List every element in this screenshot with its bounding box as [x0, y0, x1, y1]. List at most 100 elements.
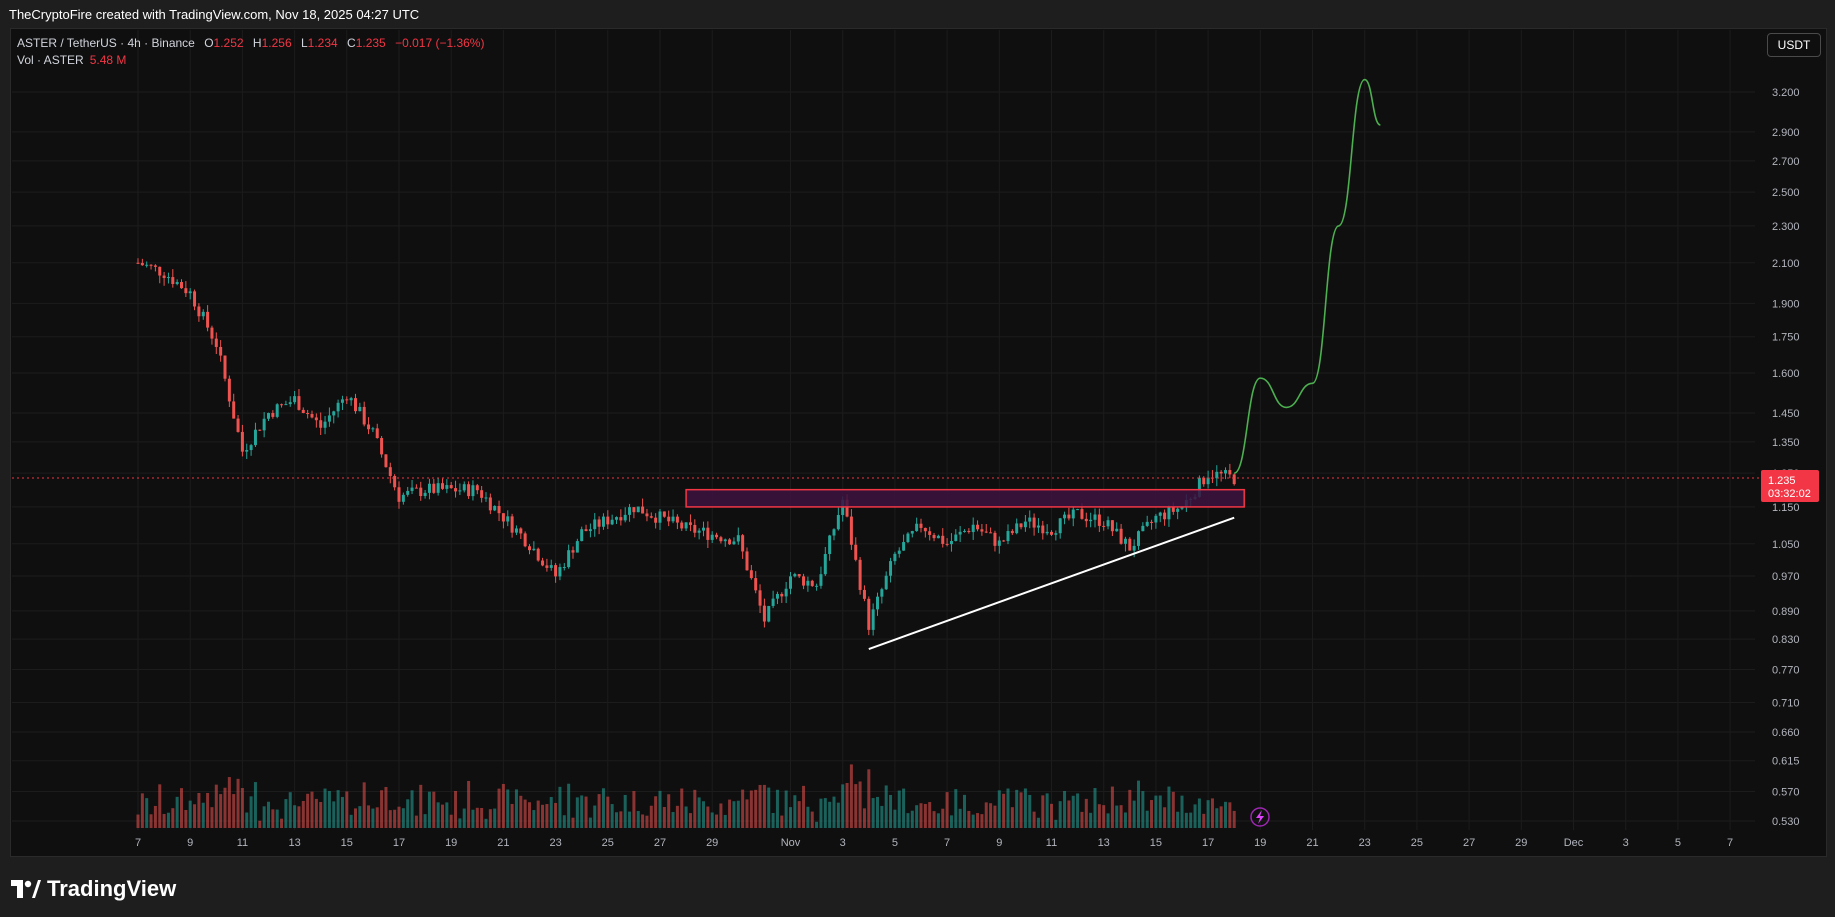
candle-body	[784, 588, 788, 597]
volume-bar	[493, 808, 497, 828]
volume-bar	[1097, 804, 1101, 828]
volume-bar	[1119, 805, 1123, 828]
candle-body	[227, 378, 231, 402]
candle-body	[1015, 523, 1019, 534]
x-tick-label: 15	[341, 837, 353, 849]
candle-body	[458, 490, 462, 492]
tradingview-logo[interactable]: TradingView	[11, 876, 176, 902]
high-value: 1.256	[261, 36, 292, 50]
volume-bar	[1176, 811, 1180, 828]
volume-bar	[1093, 788, 1097, 828]
alert-icon[interactable]	[1250, 807, 1270, 827]
candle-body	[1071, 509, 1075, 519]
volume-bar	[910, 810, 914, 828]
volume-bar	[1224, 801, 1227, 828]
volume-bar	[1106, 813, 1110, 828]
candle-body	[414, 487, 418, 489]
volume-bar	[388, 810, 392, 828]
candle-body	[510, 516, 514, 533]
candle-body	[549, 565, 553, 568]
candle-body	[684, 522, 688, 529]
volume-bar	[1232, 810, 1236, 828]
candle-body	[162, 275, 166, 278]
candle-body	[380, 438, 384, 455]
volume-label[interactable]: Vol · ASTER	[17, 53, 84, 67]
volume-bar	[1084, 798, 1088, 828]
candle-body	[288, 402, 292, 405]
price-tag-countdown: 03:32:02	[1768, 488, 1811, 500]
x-tick-label: 7	[135, 837, 141, 849]
candle-body	[1084, 518, 1088, 522]
candle-body	[388, 467, 392, 476]
volume-bar	[149, 814, 153, 828]
candle-body	[601, 516, 605, 527]
chart-frame[interactable]	[10, 28, 1827, 857]
volume-bar	[327, 791, 331, 828]
y-tick-label: 0.970	[1772, 571, 1800, 583]
resistance-zone[interactable]	[685, 488, 1245, 508]
candle-body	[1206, 477, 1210, 485]
candle-body	[893, 553, 897, 562]
volume-bar	[436, 802, 440, 828]
volume-bar	[1089, 812, 1093, 828]
candle-body	[541, 560, 545, 566]
volume-bar	[249, 796, 253, 828]
candle-body	[932, 534, 936, 539]
projection-curve[interactable]	[1233, 78, 1381, 474]
candle-body	[980, 529, 984, 532]
volume-bar	[741, 789, 745, 828]
candle-body	[253, 429, 257, 446]
volume-bar	[1158, 795, 1162, 828]
volume-bar	[1102, 805, 1106, 828]
volume-bar	[427, 791, 431, 828]
candle-body	[501, 513, 505, 522]
support-trendline[interactable]	[868, 516, 1235, 650]
volume-bar	[510, 803, 514, 828]
volume-bar	[1132, 800, 1136, 828]
y-tick-label: 2.300	[1772, 221, 1800, 233]
symbol-info[interactable]: ASTER / TetherUS · 4h · Binance	[17, 36, 195, 50]
volume-bar	[349, 814, 353, 828]
volume-bar	[615, 812, 618, 828]
y-tick-label: 2.100	[1772, 258, 1800, 270]
candle-body	[949, 540, 953, 545]
price-axis[interactable]: 3.200 2.900 2.700 2.500 2.300 2.100 1.900 1.750…	[1772, 87, 1800, 828]
volume-bar	[423, 814, 427, 828]
candle-body	[997, 540, 1001, 546]
volume-bar	[1228, 802, 1232, 828]
volume-bar	[593, 805, 597, 828]
candle-body	[297, 396, 301, 410]
volume-bar	[419, 784, 423, 828]
volume-bar	[362, 782, 366, 828]
volume-bar	[749, 790, 753, 828]
candle-body	[632, 507, 636, 513]
candle-body	[393, 475, 397, 488]
volume-bar	[358, 806, 362, 828]
volume-bar	[1167, 786, 1171, 828]
candle-body	[762, 605, 766, 622]
volume-bar	[632, 791, 636, 828]
candle-body	[584, 529, 588, 532]
volume-value: 5.48 M	[89, 53, 127, 67]
volume-bar	[467, 780, 471, 828]
currency-button[interactable]: USDT	[1767, 33, 1821, 57]
volume-bar	[580, 795, 584, 828]
candle-body	[941, 535, 945, 544]
volume-bar	[1050, 803, 1053, 828]
volume-bar	[658, 790, 662, 828]
x-tick-label: 27	[1463, 837, 1475, 849]
y-tick-label: 0.660	[1772, 727, 1800, 739]
candle-body	[1123, 538, 1127, 544]
candle-body	[1110, 520, 1114, 532]
volume-bar	[567, 783, 571, 828]
top-bar: TheCryptoFire created with TradingView.c…	[0, 0, 1835, 28]
y-tick-label: 0.710	[1772, 697, 1800, 709]
y-tick-label: 0.770	[1772, 665, 1800, 677]
time-axis[interactable]: 7 9 11 13 15 17 19 21 23 25 27 29 Nov 3 5 7 9 11 13 15 17 19 2…	[135, 837, 1733, 849]
volume-bar	[706, 806, 710, 828]
candles	[136, 258, 1236, 636]
candle-body	[497, 506, 501, 514]
volume-bar	[767, 787, 771, 828]
volume-bar	[1071, 795, 1075, 828]
